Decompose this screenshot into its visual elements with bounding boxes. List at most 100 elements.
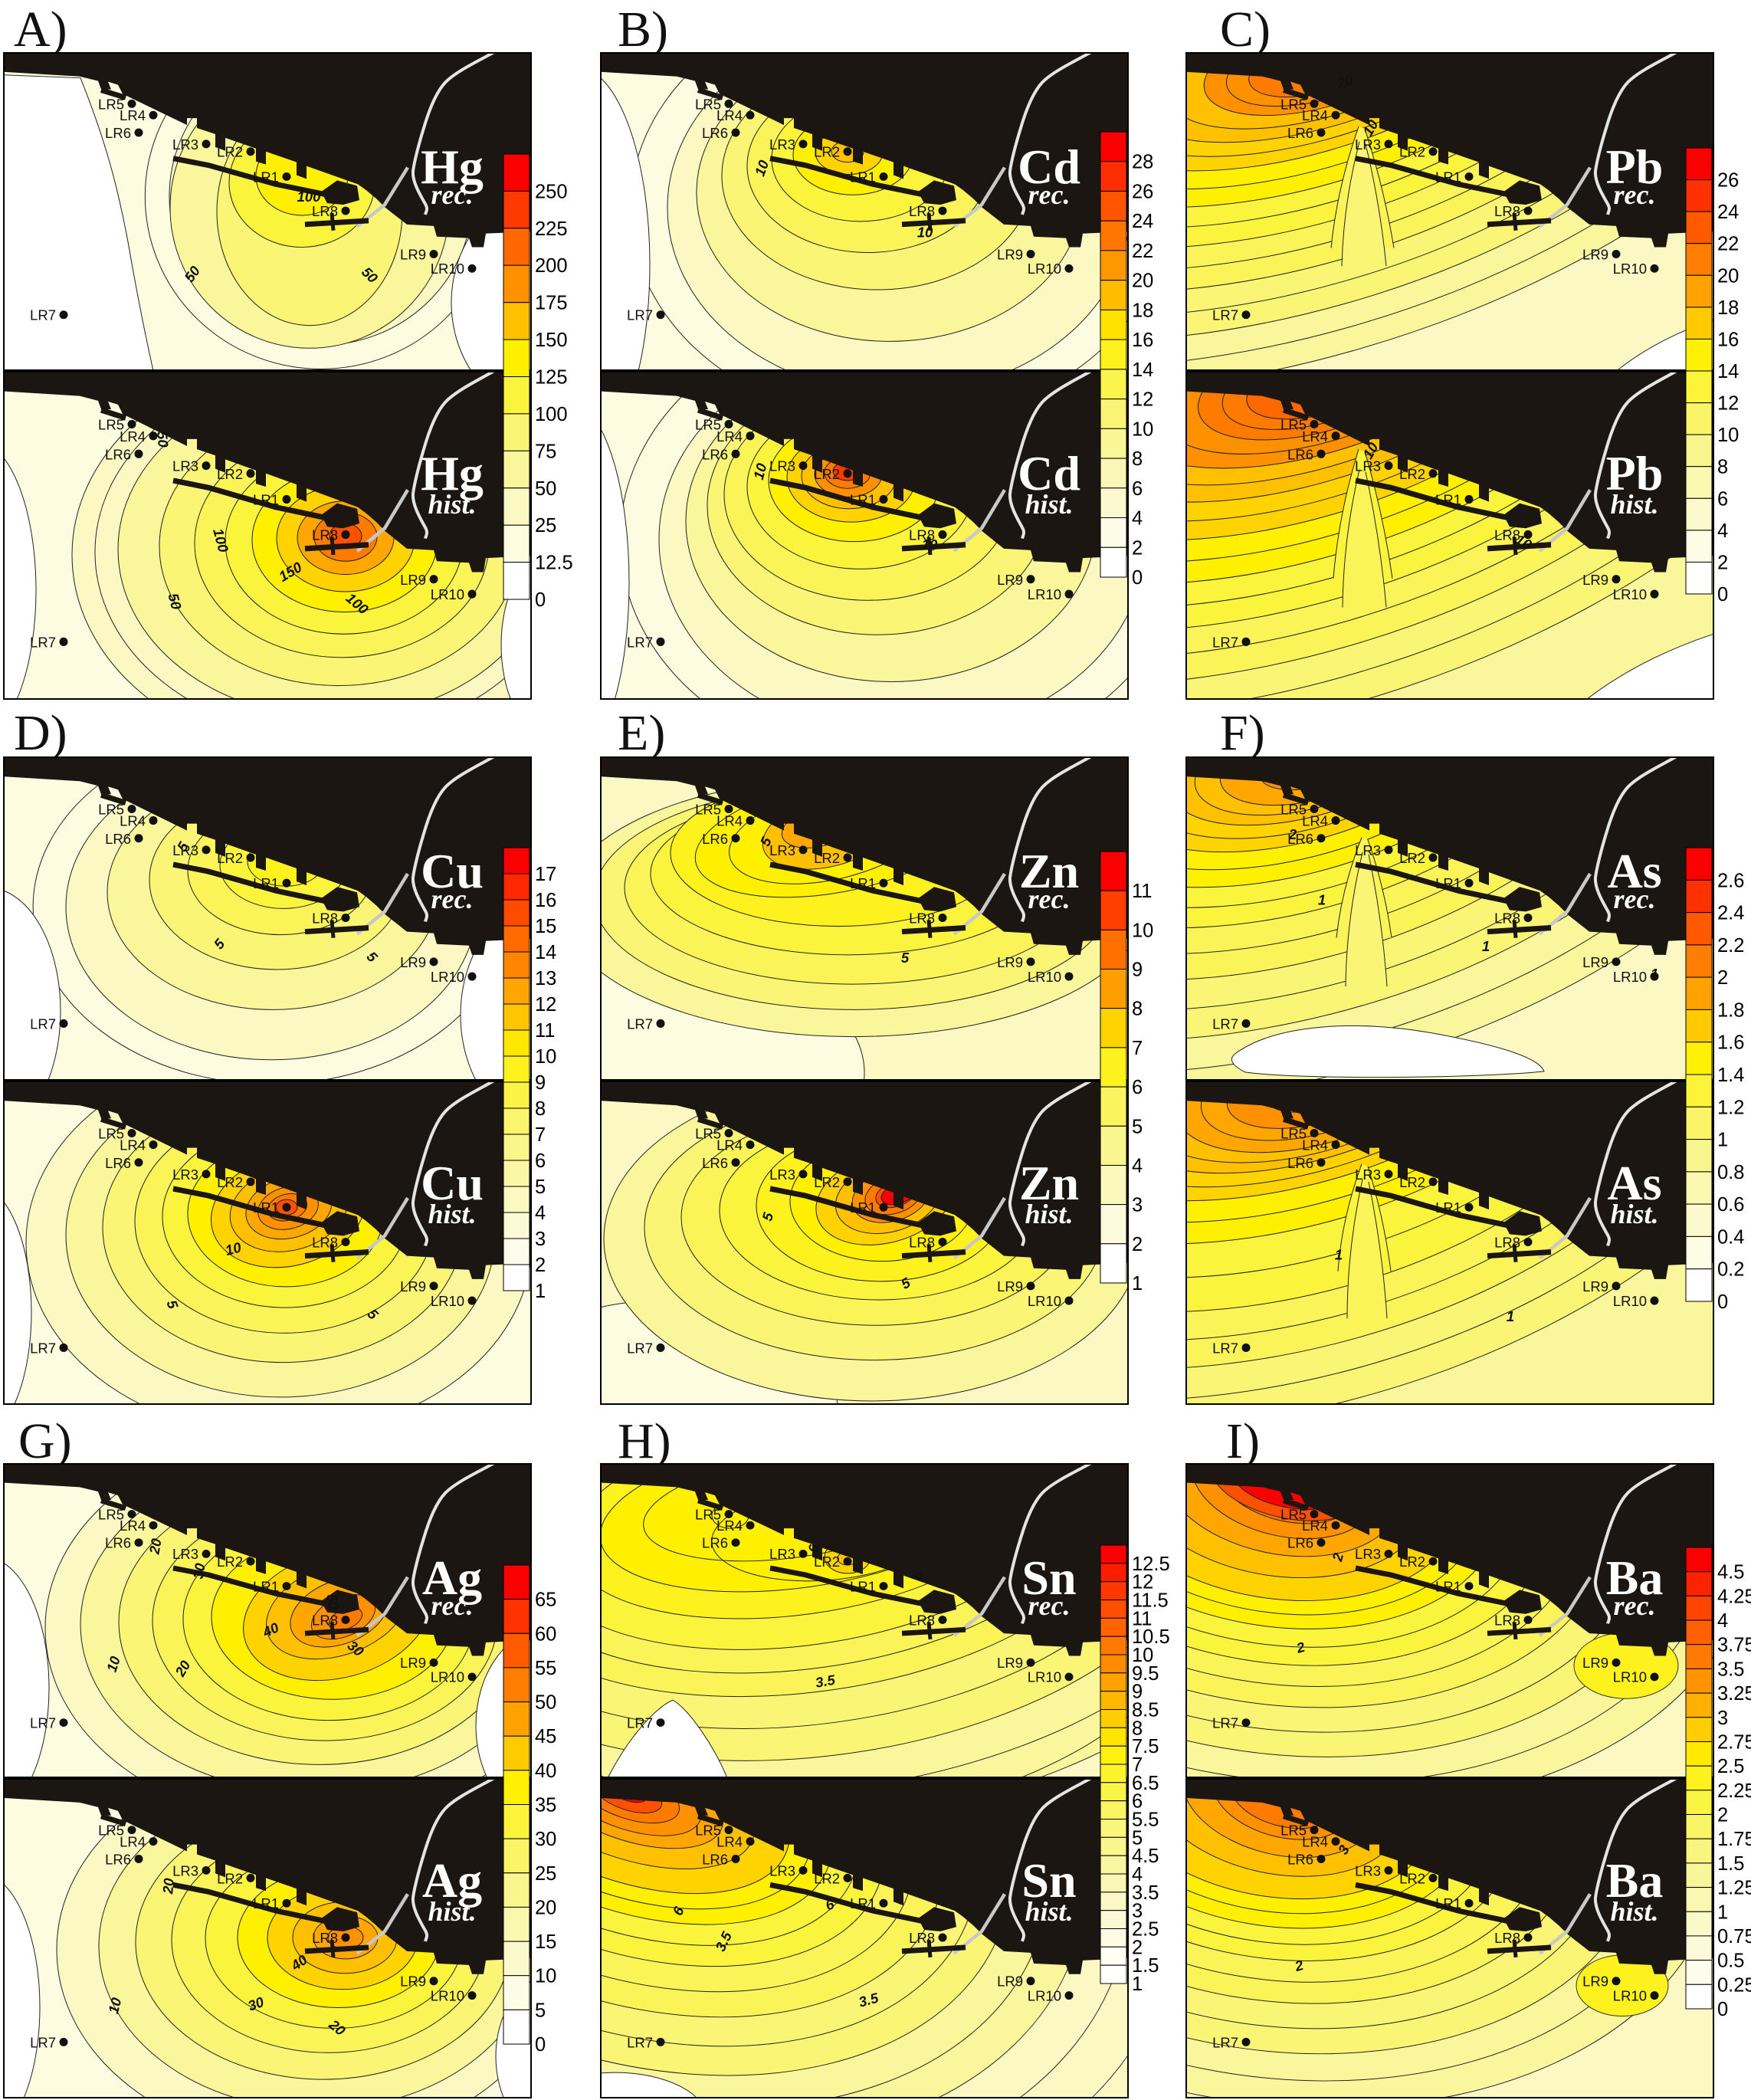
svg-text:2: 2 [1717,1805,1728,1826]
svg-text:rec.: rec. [1028,179,1071,210]
svg-text:12.5: 12.5 [1132,1554,1170,1575]
svg-text:10.5: 10.5 [1132,1626,1170,1648]
svg-text:20: 20 [1132,271,1153,292]
svg-text:Cd: Cd [1018,139,1080,194]
svg-text:20: 20 [1717,265,1739,287]
svg-text:11: 11 [1132,1608,1152,1629]
svg-text:30: 30 [535,1829,556,1850]
svg-text:1.4: 1.4 [1717,1065,1744,1086]
svg-text:17: 17 [535,864,556,885]
svg-text:13: 13 [535,968,556,989]
svg-text:4.5: 4.5 [1717,1562,1744,1583]
svg-text:24: 24 [1132,211,1153,232]
svg-text:26: 26 [1717,170,1739,192]
svg-text:10: 10 [1132,920,1153,941]
svg-text:22: 22 [1132,241,1153,262]
svg-text:2.4: 2.4 [1717,903,1744,924]
svg-text:hist.: hist. [1025,1199,1073,1229]
svg-text:12: 12 [1717,393,1739,415]
svg-text:As: As [1607,1156,1661,1210]
svg-text:hist.: hist. [1025,489,1073,520]
svg-text:5: 5 [901,950,910,966]
svg-text:Cd: Cd [1018,446,1080,500]
svg-text:14: 14 [1132,359,1153,381]
svg-text:1: 1 [1335,1247,1343,1263]
svg-text:Ba: Ba [1606,1550,1664,1605]
svg-text:20: 20 [535,1897,556,1918]
svg-text:225: 225 [535,218,568,240]
svg-text:0.2: 0.2 [1717,1259,1744,1281]
svg-text:3.75: 3.75 [1717,1635,1751,1656]
svg-text:200: 200 [535,255,568,277]
svg-text:Pb: Pb [1606,446,1664,500]
svg-text:8: 8 [1717,457,1728,478]
svg-text:10: 10 [535,1046,556,1068]
svg-text:0: 0 [1717,584,1728,605]
svg-text:0.75: 0.75 [1717,1926,1751,1947]
svg-text:0.25: 0.25 [1717,1974,1751,1996]
svg-text:1.5: 1.5 [1717,1853,1744,1875]
svg-text:0.6: 0.6 [1717,1194,1744,1216]
svg-text:1: 1 [1507,1308,1514,1324]
svg-text:4: 4 [1717,520,1728,542]
svg-text:5: 5 [1132,1827,1143,1849]
svg-text:6: 6 [535,1150,546,1172]
svg-text:10: 10 [922,536,938,553]
svg-text:1: 1 [1482,938,1490,954]
svg-text:15: 15 [535,1931,556,1953]
svg-text:9.5: 9.5 [1132,1663,1159,1685]
svg-text:2: 2 [1717,967,1728,989]
svg-text:rec.: rec. [1028,1590,1071,1621]
svg-text:18: 18 [1717,297,1739,319]
svg-text:3: 3 [1132,1901,1143,1922]
svg-text:4: 4 [1132,1156,1143,1177]
svg-text:0.4: 0.4 [1717,1226,1744,1248]
svg-text:55: 55 [535,1658,556,1679]
svg-text:6: 6 [1132,1077,1143,1098]
svg-text:Ag: Ag [422,1550,482,1605]
svg-text:rec.: rec. [431,1590,474,1621]
svg-text:3: 3 [1717,1708,1728,1729]
svg-text:hist.: hist. [428,1896,476,1927]
svg-text:5: 5 [1132,1116,1143,1137]
svg-text:1.75: 1.75 [1717,1829,1751,1850]
svg-text:1: 1 [1132,1974,1143,1995]
svg-text:100: 100 [535,404,568,425]
svg-text:rec.: rec. [1028,884,1071,914]
svg-text:50: 50 [323,1593,342,1610]
svg-text:Zn: Zn [1019,1156,1079,1210]
svg-text:rec.: rec. [1614,1590,1656,1621]
svg-text:11: 11 [535,1020,555,1042]
svg-text:2.6: 2.6 [1717,870,1744,891]
svg-text:60: 60 [535,1623,556,1645]
svg-text:Sn: Sn [1021,1853,1076,1908]
svg-text:25: 25 [535,1863,556,1885]
svg-text:6: 6 [1132,478,1143,500]
svg-text:20: 20 [159,1877,177,1895]
svg-text:65: 65 [535,1590,556,1611]
svg-text:2.75: 2.75 [1717,1732,1751,1754]
svg-text:As: As [1607,844,1661,898]
svg-text:7.5: 7.5 [1132,1736,1159,1757]
svg-text:1.5: 1.5 [1132,1955,1159,1977]
svg-text:28: 28 [1132,152,1153,173]
svg-text:1: 1 [535,1281,546,1302]
svg-text:4: 4 [1717,1610,1728,1632]
svg-text:4.5: 4.5 [1132,1846,1159,1867]
svg-text:7: 7 [1132,1038,1143,1059]
svg-text:11: 11 [1132,881,1152,902]
svg-text:8: 8 [535,1098,546,1120]
svg-text:0.5: 0.5 [1717,1951,1744,1972]
svg-text:Zn: Zn [1019,844,1079,898]
svg-text:0: 0 [535,589,546,611]
svg-text:11.5: 11.5 [1132,1590,1169,1612]
svg-text:Cu: Cu [421,1156,484,1210]
svg-text:22: 22 [1717,234,1739,255]
svg-text:25: 25 [535,515,556,536]
svg-text:4.25: 4.25 [1717,1586,1751,1607]
svg-text:1.2: 1.2 [1717,1097,1744,1118]
svg-text:Pb: Pb [1606,139,1664,194]
svg-text:12: 12 [1132,1572,1153,1593]
svg-text:5: 5 [535,1176,546,1198]
svg-text:40: 40 [535,1760,556,1782]
